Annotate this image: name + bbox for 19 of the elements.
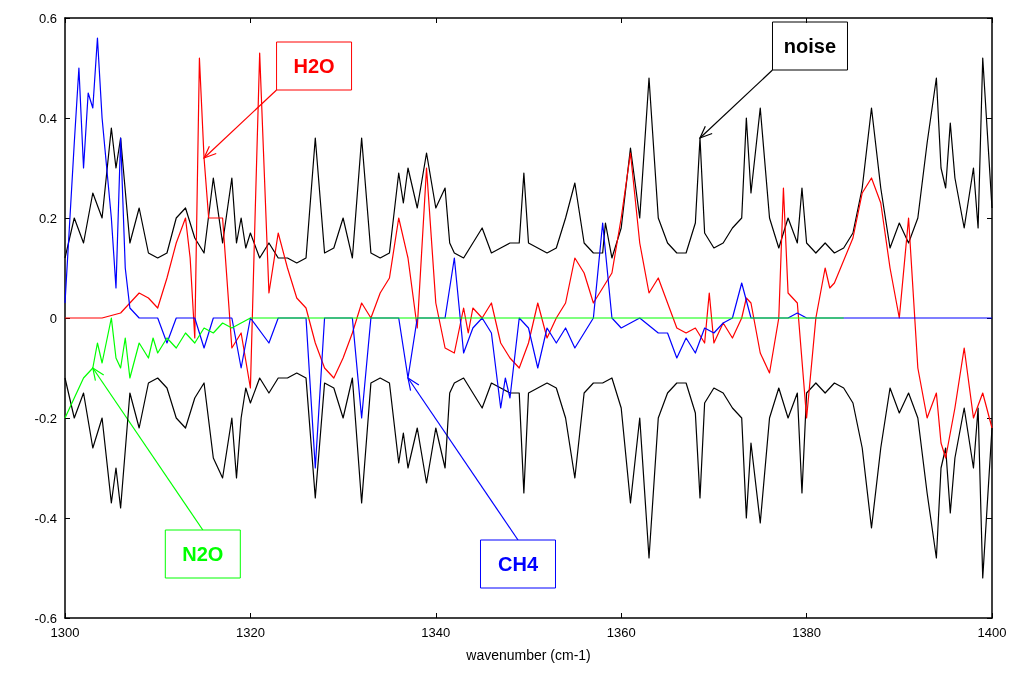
x-axis-title: wavenumber (cm-1)	[465, 647, 591, 663]
y-tick-label: -0.6	[34, 610, 57, 626]
y-tick-label: -0.4	[34, 510, 57, 526]
line-series	[64, 317, 845, 419]
annotation: noise	[783, 35, 837, 57]
annotation: N2O	[182, 543, 224, 565]
y-tick-label: 0.6	[38, 10, 57, 26]
x-tick-label: 1360	[606, 625, 636, 640]
x-tick-label: 1400	[977, 625, 1007, 640]
x-tick-label: 1300	[50, 625, 80, 640]
x-tick-label: 1340	[421, 625, 451, 640]
y-tick-label: -0.2	[34, 410, 57, 426]
annotation: CH4	[497, 553, 539, 575]
x-tick-label: 1380	[792, 625, 822, 640]
y-tick-label: 0.4	[38, 110, 57, 126]
annotation: H2O	[293, 55, 335, 77]
x-tick-label: 1320	[235, 625, 265, 640]
y-tick-label: 0	[49, 310, 57, 326]
y-tick-label: 0.2	[38, 210, 57, 226]
